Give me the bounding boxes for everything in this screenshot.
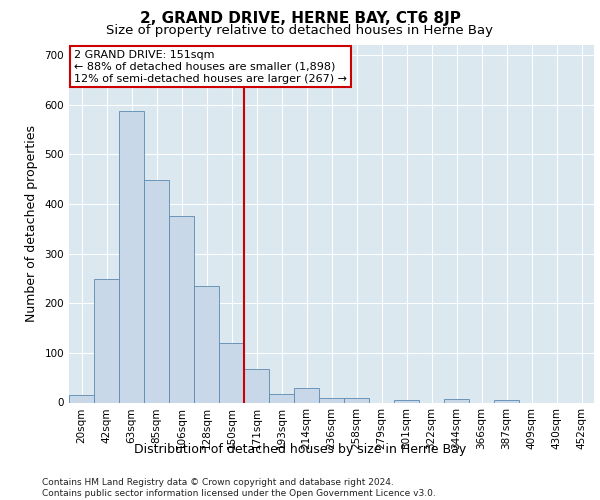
Bar	[394, 400, 419, 402]
Text: Distribution of detached houses by size in Herne Bay: Distribution of detached houses by size …	[134, 442, 466, 456]
Text: 2 GRAND DRIVE: 151sqm
← 88% of detached houses are smaller (1,898)
12% of semi-d: 2 GRAND DRIVE: 151sqm ← 88% of detached …	[74, 50, 347, 84]
Bar	[244, 368, 269, 402]
Bar	[194, 286, 219, 403]
Bar	[294, 388, 319, 402]
Bar	[494, 400, 519, 402]
Bar	[119, 110, 144, 403]
Y-axis label: Number of detached properties: Number of detached properties	[25, 125, 38, 322]
Text: Contains HM Land Registry data © Crown copyright and database right 2024.
Contai: Contains HM Land Registry data © Crown c…	[42, 478, 436, 498]
Bar	[269, 394, 294, 402]
Bar	[94, 280, 119, 402]
Bar	[319, 398, 344, 402]
Bar	[69, 395, 94, 402]
Text: Size of property relative to detached houses in Herne Bay: Size of property relative to detached ho…	[107, 24, 493, 37]
Bar	[169, 216, 194, 402]
Bar	[344, 398, 369, 402]
Text: 2, GRAND DRIVE, HERNE BAY, CT6 8JP: 2, GRAND DRIVE, HERNE BAY, CT6 8JP	[140, 11, 460, 26]
Bar	[144, 180, 169, 402]
Bar	[444, 398, 469, 402]
Bar	[219, 343, 244, 402]
